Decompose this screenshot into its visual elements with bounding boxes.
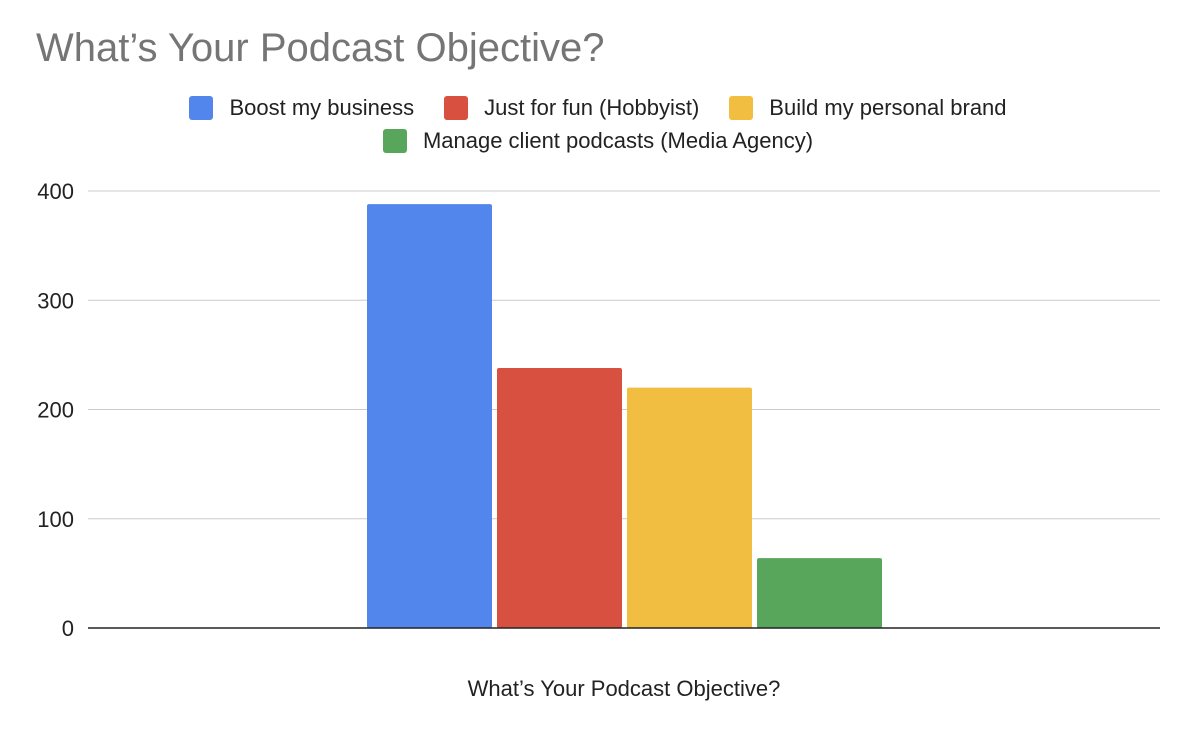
y-tick-label: 100 xyxy=(37,507,74,532)
y-tick-label: 200 xyxy=(37,398,74,423)
bar-boost-my-business[interactable] xyxy=(367,204,492,628)
y-tick-label: 0 xyxy=(62,616,74,641)
bar-manage-client-podcasts-media-agency[interactable] xyxy=(757,558,882,628)
x-axis-label: What’s Your Podcast Objective? xyxy=(0,676,1196,702)
bar-just-for-fun-hobbyist[interactable] xyxy=(497,368,622,628)
y-tick-label: 300 xyxy=(37,288,74,313)
bar-build-my-personal-brand[interactable] xyxy=(627,388,752,628)
y-tick-label: 400 xyxy=(37,179,74,204)
